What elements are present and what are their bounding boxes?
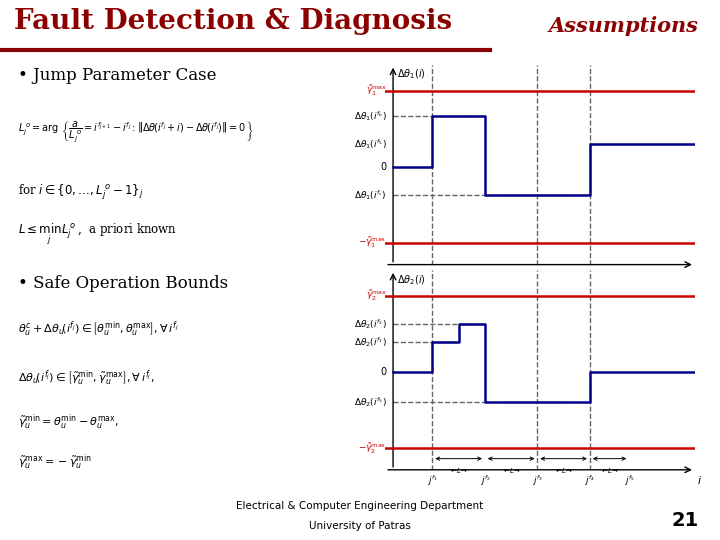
Text: $-\tilde{\gamma}_1^{\rm max}$: $-\tilde{\gamma}_1^{\rm max}$ xyxy=(358,236,387,251)
Text: for $i \in \{0, \ldots, L_j^{\,o} - 1\}_j$: for $i \in \{0, \ldots, L_j^{\,o} - 1\}_… xyxy=(18,183,143,202)
Text: 0: 0 xyxy=(380,367,387,377)
Text: $-\tilde{\gamma}_2^{\rm max}$: $-\tilde{\gamma}_2^{\rm max}$ xyxy=(358,441,387,456)
Text: $\theta_u^c + \Delta\theta_u\!\left(i^{f_j}\right) \in \left[\theta_u^{\min}, \t: $\theta_u^c + \Delta\theta_u\!\left(i^{f… xyxy=(18,320,179,339)
Text: $j^{f_2}$: $j^{f_2}$ xyxy=(480,474,490,488)
Text: University of Patras: University of Patras xyxy=(309,522,411,531)
Text: 21: 21 xyxy=(671,511,698,530)
Text: $\tilde{\gamma}_u^{\min} = \theta_u^{\min} - \theta_u^{\max},$: $\tilde{\gamma}_u^{\min} = \theta_u^{\mi… xyxy=(18,413,119,432)
Text: $\tilde{\gamma}_u^{\max} = -\tilde{\gamma}_u^{\min}$: $\tilde{\gamma}_u^{\max} = -\tilde{\gamm… xyxy=(18,453,92,472)
Text: • Safe Operation Bounds: • Safe Operation Bounds xyxy=(18,275,228,292)
Text: $j^{f_1}$: $j^{f_1}$ xyxy=(427,474,438,488)
Text: $\Delta\theta_u\!\left(i^{f_j}\right) \in \left[\tilde{\gamma}_u^{\min}, \tilde{: $\Delta\theta_u\!\left(i^{f_j}\right) \i… xyxy=(18,368,154,388)
Text: Electrical & Computer Engineering Department: Electrical & Computer Engineering Depart… xyxy=(236,501,484,511)
Text: $\leftarrow\!L\!\rightarrow$: $\leftarrow\!L\!\rightarrow$ xyxy=(554,466,573,475)
Text: $\Delta\theta_2(i^{f_5})$: $\Delta\theta_2(i^{f_5})$ xyxy=(354,395,387,409)
Text: $\leftarrow\!L\!\rightarrow$: $\leftarrow\!L\!\rightarrow$ xyxy=(600,466,619,475)
Text: $i$: $i$ xyxy=(698,475,703,487)
Text: $\Delta\theta_1(i^{f_b})$: $\Delta\theta_1(i^{f_b})$ xyxy=(354,109,387,123)
Text: $\Delta\theta_1(i)$: $\Delta\theta_1(i)$ xyxy=(397,68,426,82)
Text: $\leftarrow\!L\!\rightarrow$: $\leftarrow\!L\!\rightarrow$ xyxy=(449,466,468,475)
Text: $\Delta\theta_2(i)$: $\Delta\theta_2(i)$ xyxy=(397,273,426,287)
Text: $j^{f_3}$: $j^{f_3}$ xyxy=(532,474,543,488)
Text: $\leftarrow\!L\!\rightarrow$: $\leftarrow\!L\!\rightarrow$ xyxy=(502,466,521,475)
Text: • Jump Parameter Case: • Jump Parameter Case xyxy=(18,68,217,84)
Text: $L_j^{\,o} = \mathrm{arg}$ $\left\{\dfrac{a}{L_j^{\,o}} = i^{f_{j+1}} - i^{f_j} : $L_j^{\,o} = \mathrm{arg}$ $\left\{\dfra… xyxy=(18,120,253,145)
Text: $\tilde{\gamma}_2^{\rm max}$: $\tilde{\gamma}_2^{\rm max}$ xyxy=(366,289,387,303)
Text: $\Delta\theta_2(i^{f_2})$: $\Delta\theta_2(i^{f_2})$ xyxy=(354,317,387,331)
Text: $\Delta\theta_1(i^{f_5})$: $\Delta\theta_1(i^{f_5})$ xyxy=(354,137,387,151)
Text: $\tilde{\gamma}_1^{\rm max}$: $\tilde{\gamma}_1^{\rm max}$ xyxy=(366,84,387,98)
Text: $\Delta\theta_2(i^{f_1})$: $\Delta\theta_2(i^{f_1})$ xyxy=(354,335,387,349)
Text: Assumptions: Assumptions xyxy=(549,16,698,36)
Text: 0: 0 xyxy=(380,162,387,172)
Text: $L \leq \min_j L_j^{\,o}$,  a priori known: $L \leq \min_j L_j^{\,o}$, a priori know… xyxy=(18,222,177,247)
Text: Fault Detection & Diagnosis: Fault Detection & Diagnosis xyxy=(14,8,453,35)
Text: $j^{f_5}$: $j^{f_5}$ xyxy=(624,474,634,488)
Text: $\Delta\theta_1(i^{f_c})$: $\Delta\theta_1(i^{f_c})$ xyxy=(354,188,387,202)
Text: $j^{f_4}$: $j^{f_4}$ xyxy=(585,474,595,488)
